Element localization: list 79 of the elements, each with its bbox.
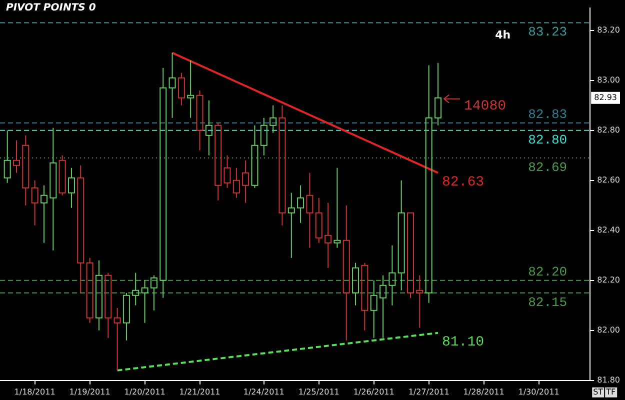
candlestick [77,164,84,294]
candlestick [178,72,185,106]
y-tick-label: 82.60 [597,175,620,184]
candlestick [31,180,38,226]
text: 82.93 [594,92,618,102]
annotation: 14080 [464,98,506,115]
candlestick [12,140,20,174]
candlestick [50,127,57,251]
candlestick [224,154,231,188]
annotation: 4h [495,28,511,42]
candlestick [306,172,314,248]
candlestick [352,262,360,306]
text: TF [605,387,616,396]
candlestick [168,52,176,118]
candlestick [370,280,378,338]
candlestick [251,124,258,188]
x-tick-label: 1/30/2011 [518,387,560,396]
x-tick-label: 1/25/2011 [298,387,340,396]
x-tick-label: 1/28/2011 [463,387,504,396]
candlestick [270,104,277,134]
x-tick-label: 1/18/2011 [14,387,56,396]
x-tick-label: 1/21/2011 [179,387,220,396]
ref-line-label: 82.83 [528,106,568,122]
candlestick [4,130,11,184]
annotation: PIVOT POINTS 0 [6,2,96,14]
candlestick [95,260,102,331]
x-tick-label: 1/20/2011 [124,387,166,396]
candlestick [388,244,396,306]
y-tick-label: 82.00 [597,325,620,334]
candlestick [232,167,240,198]
ref-line-label: 83.23 [528,24,568,40]
candlestick [380,274,387,338]
series-label: 82.63 [442,174,484,191]
candlestick [114,307,121,371]
candlestick [434,62,442,126]
candlestick [342,204,350,341]
candlestick [141,280,148,324]
x-tick-label: 1/26/2011 [353,387,394,396]
candlestick [398,180,405,291]
ref-line-label: 82.69 [528,160,568,175]
y-tick-label: 81.80 [597,375,620,384]
candlestick [40,184,48,244]
candlestick [315,197,322,244]
y-tick-label: 83.20 [597,25,620,34]
candlestick [324,202,332,268]
series-label: 81.10 [442,334,484,351]
candlestick [196,90,204,151]
y-tick-label: 82.80 [597,125,620,134]
candlestick [334,167,341,248]
candlestick [132,272,140,306]
candlestick [86,257,94,324]
candlestick [68,167,75,208]
candlestick [260,117,268,156]
candlestick [205,100,212,156]
candlestick [297,184,304,224]
candlestick [361,262,368,331]
candlestick [104,272,112,338]
candlestick [416,274,424,328]
ref-line-label: 82.15 [528,294,568,310]
ref-line-label: 82.20 [528,264,568,280]
ref-line-label: 82.80 [528,132,568,148]
candlestick [425,64,432,304]
candlestick [278,104,286,226]
x-tick-label: 1/27/2011 [408,387,450,396]
candlestick [214,122,222,201]
candlestick [242,160,250,204]
text: ST [593,387,604,396]
candlestick [122,292,130,341]
y-tick-label: 83.00 [597,75,620,84]
candlestick [22,134,30,206]
y-tick-label: 82.40 [597,225,620,234]
candlestick [288,192,295,258]
x-tick-label: 1/24/2011 [243,387,284,396]
candlestick [187,60,194,118]
candlestick [160,67,167,298]
candlestick [150,274,158,311]
x-tick-label: 1/19/2011 [69,387,110,396]
y-tick-label: 82.20 [597,275,620,284]
candlestick [407,212,414,298]
